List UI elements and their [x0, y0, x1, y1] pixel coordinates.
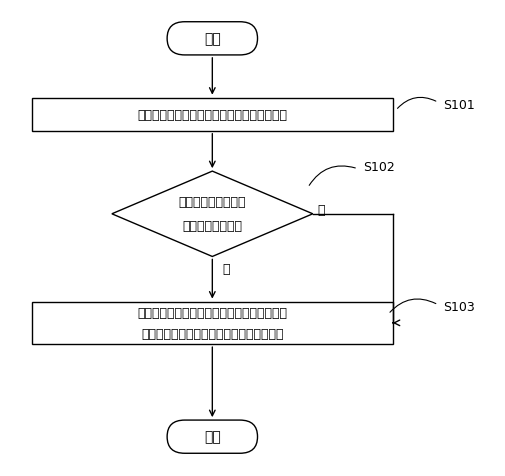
Text: 预先设置的阈值？: 预先设置的阈值？ [182, 220, 242, 233]
Bar [31, 99, 393, 131]
Polygon shape [112, 172, 313, 257]
Text: S102: S102 [363, 160, 395, 174]
Text: S101: S101 [443, 99, 475, 112]
Text: 音量分贝值是否超过: 音量分贝值是否超过 [179, 196, 246, 209]
Text: 否: 否 [318, 203, 325, 216]
Text: 号以使电子设备根据音量控制信号调整音量: 号以使电子设备根据音量控制信号调整音量 [141, 327, 284, 340]
Text: S103: S103 [443, 300, 475, 313]
Bar [31, 302, 393, 345]
FancyBboxPatch shape [167, 420, 258, 453]
FancyBboxPatch shape [167, 23, 258, 56]
Text: 通过无线传输方式向电子设备发送音量控制信: 通过无线传输方式向电子设备发送音量控制信 [137, 306, 287, 319]
Text: 开始: 开始 [204, 32, 221, 46]
Text: 获取周边环境中电子设备所发出的音量分贝值: 获取周边环境中电子设备所发出的音量分贝值 [137, 109, 287, 121]
Text: 是: 是 [222, 262, 230, 275]
Text: 结束: 结束 [204, 430, 221, 444]
